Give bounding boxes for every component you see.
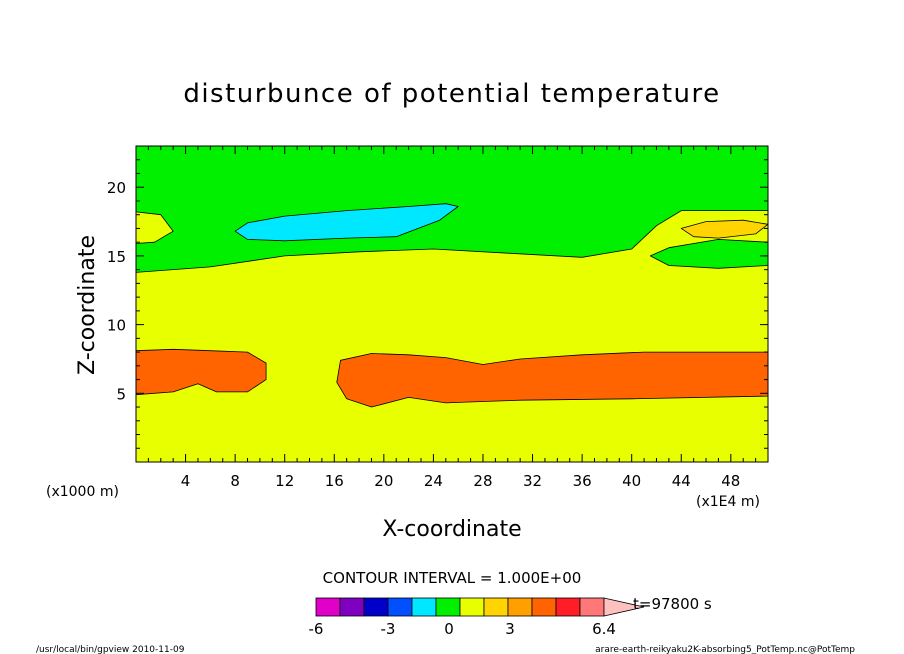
y-tick-label: 5: [116, 385, 126, 403]
x-axis-label: X-coordinate: [382, 517, 521, 542]
colorbar-swatch: [339, 597, 365, 617]
y-tick-label: 15: [107, 248, 126, 266]
colorbar-swatch: [579, 597, 605, 617]
y-axis: 5 10 15 20: [107, 159, 768, 449]
colorbar-swatch: [507, 597, 533, 617]
orange-blob-left: [135, 348, 267, 396]
x-tick-label: 28: [473, 472, 492, 490]
footer-left-text: /usr/local/bin/gpview 2010-11-09: [36, 645, 185, 654]
colorbar-swatch: [483, 597, 509, 617]
x-tick-label: 4: [181, 472, 191, 490]
colorbar: -6 -3 0 3 6.4: [309, 597, 645, 638]
cyan-blob: [234, 203, 459, 242]
colorbar-swatch: [555, 597, 581, 617]
x-tick-label: 40: [622, 472, 641, 490]
colorbar-swatch: [387, 597, 413, 617]
x-tick-label: 16: [325, 472, 344, 490]
time-label: t=97800 s: [633, 595, 712, 613]
colorbar-arrow: [603, 597, 645, 617]
x-tick-label: 24: [424, 472, 443, 490]
y-tick-label: 10: [107, 317, 126, 335]
colorbar-label: -3: [381, 620, 396, 638]
green-blob-right: [649, 239, 769, 269]
colorbar-label: 6.4: [592, 620, 616, 638]
footer-right-text: arare-earth-reikyaku2K-absorbing5_PotTem…: [595, 645, 855, 654]
x-tick-label: 8: [230, 472, 240, 490]
x-axis: 4 8 12 16 20 24 28 32 36 40 44 48: [147, 146, 757, 490]
colorbar-label: 3: [505, 620, 515, 638]
colorbar-swatch: [315, 597, 341, 617]
plot-frame: [135, 145, 769, 463]
x-tick-label: 12: [275, 472, 294, 490]
y-unit-label: (x1000 m): [46, 484, 119, 500]
colorbar-swatch: [411, 597, 437, 617]
colorbar-swatch: [435, 597, 461, 617]
colorbar-label: 0: [444, 620, 454, 638]
colorbar-swatch: [459, 597, 485, 617]
x-tick-label: 44: [672, 472, 691, 490]
colorbar-swatch: [363, 597, 389, 617]
x-tick-label: 20: [374, 472, 393, 490]
x-unit-label: (x1E4 m): [696, 494, 760, 510]
contour-line-3: [135, 210, 768, 273]
x-tick-label: 48: [721, 472, 740, 490]
chart-title: disturbunce of potential temperature: [183, 79, 720, 109]
x-tick-label: 36: [573, 472, 592, 490]
y-axis-label: Z-coordinate: [75, 235, 100, 375]
plot-area: [135, 146, 769, 462]
orange-blob-top-right: [680, 219, 769, 239]
contour-interval-label: CONTOUR INTERVAL = 1.000E+00: [323, 569, 582, 587]
y-tick-label: 20: [107, 179, 126, 197]
colorbar-label: -6: [309, 620, 324, 638]
x-tick-label: 32: [523, 472, 542, 490]
colorbar-swatch: [531, 597, 557, 617]
